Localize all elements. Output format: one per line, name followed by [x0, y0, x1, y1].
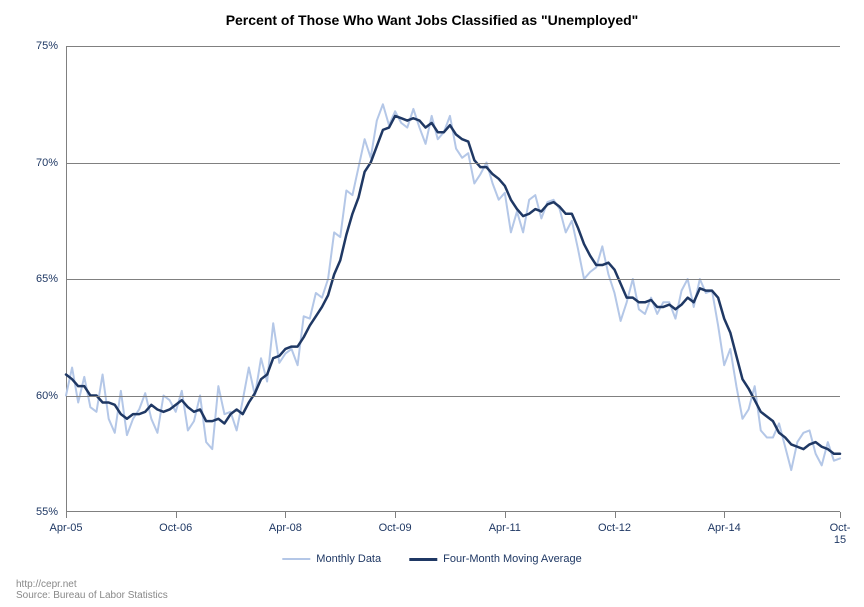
- y-tick-label: 75%: [18, 40, 58, 52]
- legend-swatch: [282, 558, 310, 560]
- x-tick: [395, 512, 396, 518]
- x-tick-label: Oct-12: [598, 522, 631, 534]
- x-tick: [176, 512, 177, 518]
- chart-container: Percent of Those Who Want Jobs Classifie…: [0, 0, 864, 607]
- series-line: [66, 116, 840, 454]
- x-tick-label: Apr-08: [269, 522, 302, 534]
- footer-source: Source: Bureau of Labor Statistics: [16, 590, 168, 601]
- chart-title: Percent of Those Who Want Jobs Classifie…: [0, 0, 864, 36]
- legend-item: Four-Month Moving Average: [409, 553, 582, 565]
- gridline-h: [66, 46, 840, 47]
- legend: Monthly Data Four-Month Moving Average: [282, 553, 581, 565]
- gridline-h: [66, 396, 840, 397]
- footer-link: http://cepr.net: [16, 579, 168, 590]
- x-tick-label: Apr-14: [708, 522, 741, 534]
- legend-swatch: [409, 558, 437, 561]
- y-tick-label: 70%: [18, 157, 58, 169]
- gridline-h: [66, 163, 840, 164]
- legend-label: Four-Month Moving Average: [443, 553, 582, 565]
- legend-item: Monthly Data: [282, 553, 381, 565]
- y-tick-label: 55%: [18, 506, 58, 518]
- x-tick-label: Oct-15: [830, 522, 851, 546]
- gridline-h: [66, 279, 840, 280]
- x-tick: [615, 512, 616, 518]
- y-tick-label: 60%: [18, 390, 58, 402]
- series-line: [66, 104, 840, 470]
- x-tick: [724, 512, 725, 518]
- x-tick: [505, 512, 506, 518]
- legend-label: Monthly Data: [316, 553, 381, 565]
- x-tick: [840, 512, 841, 518]
- footer: http://cepr.net Source: Bureau of Labor …: [16, 579, 168, 601]
- x-tick-label: Oct-09: [379, 522, 412, 534]
- x-tick: [66, 512, 67, 518]
- x-tick: [285, 512, 286, 518]
- x-tick-label: Apr-11: [489, 522, 521, 534]
- x-tick-label: Oct-06: [159, 522, 192, 534]
- plot-area: 55%60%65%70%75%Apr-05Oct-06Apr-08Oct-09A…: [66, 46, 840, 512]
- y-tick-label: 65%: [18, 273, 58, 285]
- x-tick-label: Apr-05: [49, 522, 82, 534]
